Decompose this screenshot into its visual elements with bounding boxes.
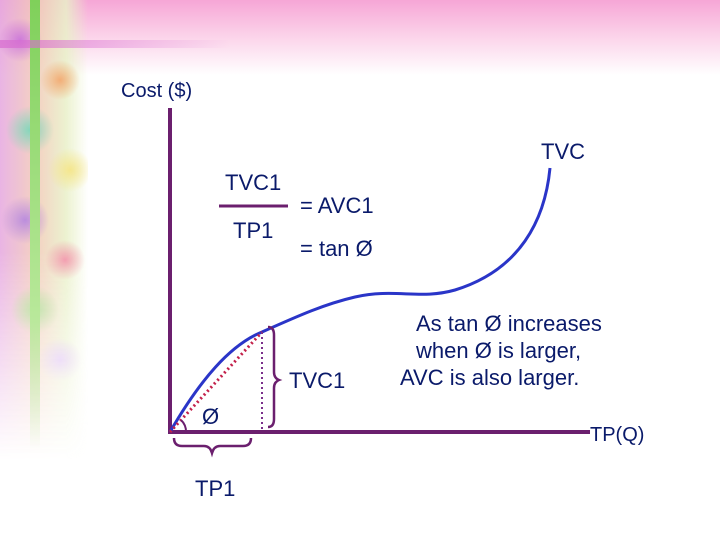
fraction-numerator: TVC1 <box>225 170 282 195</box>
horizontal-brace-label: TP1 <box>195 476 236 501</box>
note-line: when Ø is larger, <box>416 338 582 363</box>
tvc-curve <box>168 167 552 433</box>
note-line: AVC is also larger. <box>400 365 580 390</box>
vertical-brace <box>267 325 283 429</box>
angle-arc <box>180 419 188 433</box>
note-line: As tan Ø increases <box>416 311 602 336</box>
explanation-note: As tan Ø increases when Ø is larger, AVC… <box>398 310 602 391</box>
background-top-band <box>0 0 720 75</box>
background-green-stripe <box>30 0 40 450</box>
angle-phi-label: Ø <box>202 404 220 429</box>
vertical-brace-label: TVC1 <box>289 368 346 393</box>
equals-avc1: = AVC1 <box>300 193 374 218</box>
background-accent-line <box>0 40 230 48</box>
equals-tan-phi: = tan Ø <box>300 236 373 261</box>
x-axis-label: TP(Q) <box>590 424 645 446</box>
y-axis-label: Cost ($) <box>121 80 193 102</box>
background-left-decoration <box>0 0 88 460</box>
horizontal-brace <box>172 437 253 458</box>
fraction-denominator: TP1 <box>233 218 274 243</box>
tvc-curve-label: TVC <box>541 139 585 164</box>
